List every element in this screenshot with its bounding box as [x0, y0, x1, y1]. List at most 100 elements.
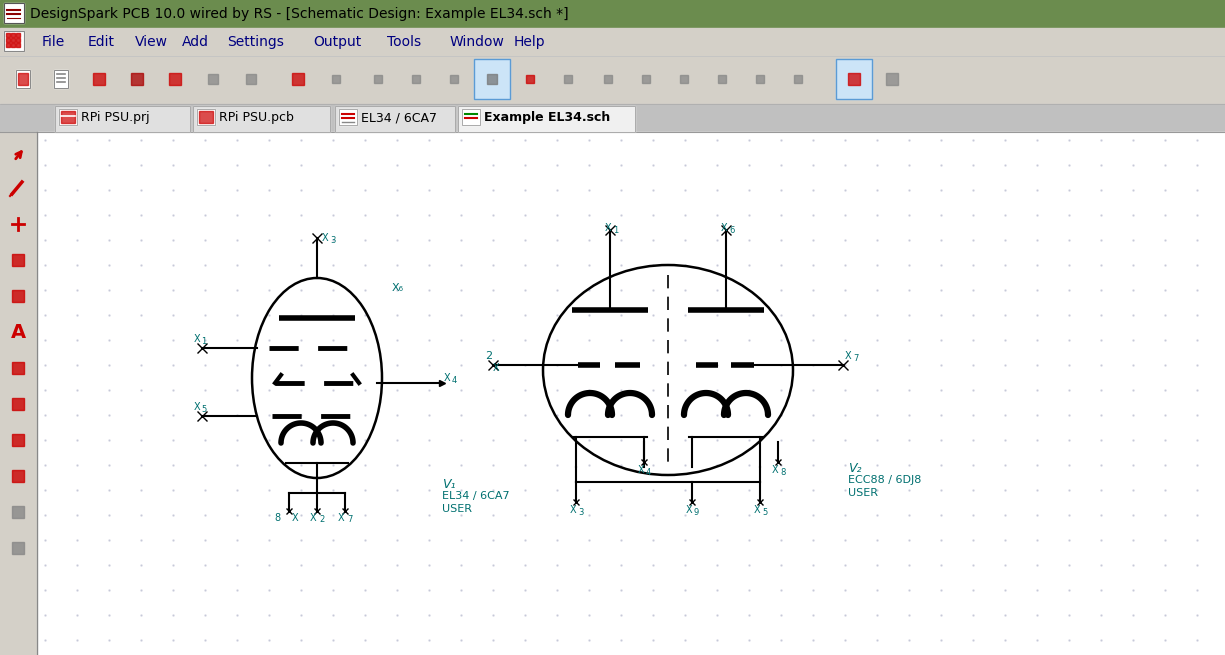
Bar [873, 59, 910, 99]
Bar [458, 106, 635, 132]
Bar [628, 59, 664, 99]
Text: ECC88 / 6DJ8: ECC88 / 6DJ8 [848, 475, 921, 485]
Text: 8: 8 [274, 513, 281, 523]
Bar [195, 59, 232, 99]
Bar [54, 70, 69, 88]
Bar [194, 106, 330, 132]
Text: V₂: V₂ [848, 462, 861, 475]
Bar [436, 59, 472, 99]
Bar [194, 106, 330, 132]
Text: 9: 9 [695, 508, 699, 517]
Text: 3: 3 [330, 236, 336, 245]
Bar [742, 59, 778, 99]
Bar [11, 43, 15, 47]
Text: 3: 3 [578, 508, 583, 517]
Bar [0, 132, 37, 655]
Text: Add: Add [183, 35, 209, 49]
Bar [197, 109, 216, 125]
Text: USER: USER [442, 504, 472, 514]
Bar [462, 109, 480, 125]
Bar [474, 59, 510, 99]
Bar [590, 59, 626, 99]
Text: X: X [322, 233, 328, 243]
Text: 7: 7 [348, 515, 353, 524]
Text: File: File [42, 35, 65, 49]
Bar [0, 56, 1225, 104]
Bar [458, 106, 635, 132]
Bar [4, 31, 25, 51]
Bar [59, 109, 77, 125]
Text: X: X [845, 351, 851, 361]
Bar [16, 33, 20, 37]
Text: Tools: Tools [387, 35, 421, 49]
Text: A: A [11, 322, 26, 341]
Bar [197, 109, 216, 125]
Text: X: X [722, 223, 728, 233]
Text: USER: USER [848, 488, 878, 498]
Text: RPi PSU.prj: RPi PSU.prj [81, 111, 149, 124]
Text: Window: Window [450, 35, 505, 49]
Text: X: X [772, 465, 779, 475]
Text: 1: 1 [612, 226, 619, 235]
Bar [666, 59, 702, 99]
Bar [198, 111, 213, 123]
Bar [398, 59, 434, 99]
Bar [119, 59, 156, 99]
Text: EL34 / 6CA7: EL34 / 6CA7 [361, 111, 437, 124]
Text: 4: 4 [452, 376, 457, 385]
Text: X: X [338, 513, 344, 523]
Bar [18, 73, 28, 85]
Bar [318, 59, 354, 99]
Text: 6: 6 [729, 226, 734, 235]
Bar [61, 111, 75, 123]
Bar [11, 33, 15, 37]
Bar [835, 59, 872, 99]
Bar [835, 59, 872, 99]
Bar [0, 0, 1225, 28]
Text: X: X [310, 513, 316, 523]
Text: EL34 / 6CA7: EL34 / 6CA7 [442, 491, 510, 501]
Bar [6, 43, 10, 47]
Bar [16, 70, 29, 88]
Text: 7: 7 [853, 354, 859, 363]
Text: View: View [135, 35, 168, 49]
Bar [0, 28, 1225, 56]
Text: X: X [605, 223, 611, 233]
Text: X: X [686, 505, 692, 515]
Text: V₁: V₁ [442, 478, 456, 491]
Bar [11, 38, 15, 42]
Bar [704, 59, 740, 99]
Text: X: X [443, 373, 451, 383]
Bar [16, 70, 29, 88]
Text: X: X [194, 334, 201, 344]
Text: 1: 1 [201, 337, 206, 346]
Text: X: X [755, 505, 761, 515]
Bar [512, 59, 548, 99]
Bar [16, 43, 20, 47]
Bar [16, 38, 20, 42]
Bar [4, 3, 25, 23]
Bar [334, 106, 454, 132]
Text: Example EL34.sch: Example EL34.sch [484, 111, 610, 124]
Text: X: X [194, 402, 201, 412]
Bar [780, 59, 816, 99]
Bar [474, 59, 510, 99]
Bar [157, 59, 194, 99]
Bar [360, 59, 396, 99]
Bar [81, 59, 118, 99]
Text: RPi PSU.pcb: RPi PSU.pcb [219, 111, 294, 124]
Text: 5: 5 [201, 405, 206, 414]
Bar [54, 70, 69, 88]
Bar [233, 59, 270, 99]
Text: Output: Output [314, 35, 361, 49]
Text: X: X [292, 513, 299, 523]
Bar [462, 109, 480, 125]
Text: 4: 4 [646, 468, 652, 477]
Text: Help: Help [514, 35, 545, 49]
Text: 8: 8 [780, 468, 785, 477]
Bar [0, 104, 1225, 132]
Bar [334, 106, 454, 132]
Bar [37, 132, 1225, 655]
Text: 2: 2 [320, 515, 325, 524]
Text: X: X [570, 505, 577, 515]
